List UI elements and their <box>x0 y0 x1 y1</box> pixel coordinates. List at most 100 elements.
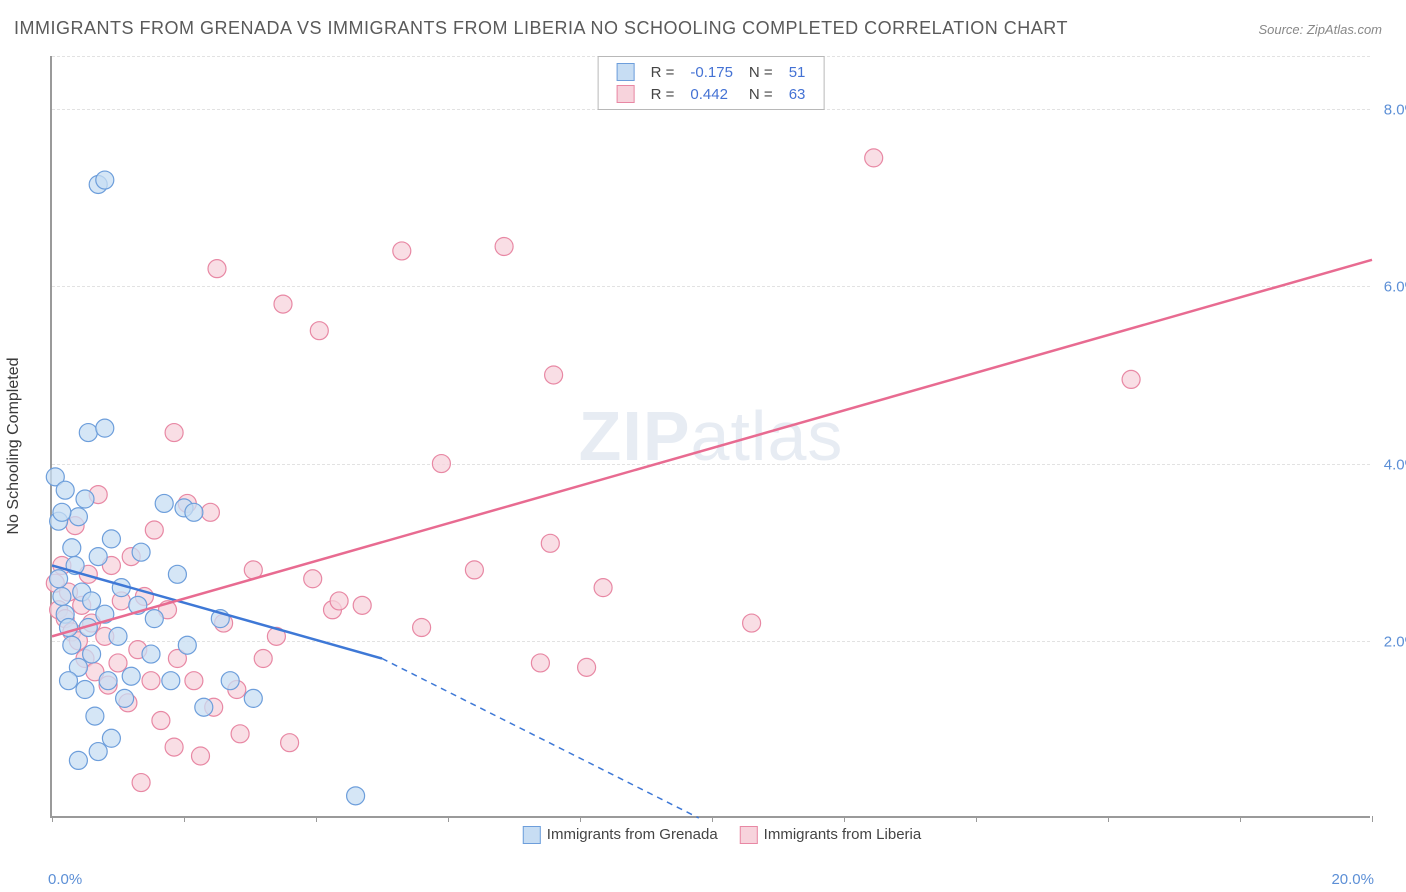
data-point <box>221 672 239 690</box>
data-point <box>145 610 163 628</box>
data-point <box>53 503 71 521</box>
data-point <box>274 295 292 313</box>
data-point <box>89 548 107 566</box>
data-point <box>310 322 328 340</box>
data-point <box>201 503 219 521</box>
data-point <box>60 672 78 690</box>
x-tick-label-min: 0.0% <box>48 871 82 888</box>
data-point <box>132 543 150 561</box>
data-point <box>393 242 411 260</box>
data-point <box>208 260 226 278</box>
data-point <box>347 787 365 805</box>
legend-n-label: N = <box>741 61 781 83</box>
data-point <box>254 650 272 668</box>
data-point <box>413 619 431 637</box>
legend-n-value: 51 <box>781 61 814 83</box>
chart-title: IMMIGRANTS FROM GRENADA VS IMMIGRANTS FR… <box>14 18 1068 39</box>
data-point <box>56 481 74 499</box>
data-point <box>132 774 150 792</box>
legend-series-label: Immigrants from Liberia <box>764 826 922 843</box>
data-point <box>1122 370 1140 388</box>
data-point <box>192 747 210 765</box>
data-point <box>79 424 97 442</box>
x-tick-mark <box>976 816 977 822</box>
x-tick-mark <box>1108 816 1109 822</box>
data-point <box>330 592 348 610</box>
y-tick-label: 6.0% <box>1384 279 1406 296</box>
data-point <box>145 521 163 539</box>
data-point <box>743 614 761 632</box>
data-point <box>168 565 186 583</box>
data-point <box>102 530 120 548</box>
data-point <box>83 592 101 610</box>
x-tick-mark <box>52 816 53 822</box>
data-point <box>178 636 196 654</box>
data-point <box>465 561 483 579</box>
legend-swatch <box>740 826 758 844</box>
data-point <box>86 707 104 725</box>
data-point <box>541 534 559 552</box>
data-point <box>231 725 249 743</box>
legend-r-label: R = <box>643 61 683 83</box>
x-tick-mark <box>1372 816 1373 822</box>
data-point <box>152 712 170 730</box>
data-point <box>185 503 203 521</box>
data-point <box>69 751 87 769</box>
trend-line <box>52 260 1372 637</box>
legend-series-label: Immigrants from Grenada <box>547 826 718 843</box>
legend-r-label: R = <box>643 83 683 105</box>
legend-row: R =0.442N =63 <box>609 83 814 105</box>
legend-n-label: N = <box>741 83 781 105</box>
source-attribution: Source: ZipAtlas.com <box>1258 22 1382 37</box>
data-point <box>116 689 134 707</box>
data-point <box>185 672 203 690</box>
data-point <box>76 490 94 508</box>
data-point <box>96 171 114 189</box>
y-tick-label: 8.0% <box>1384 102 1406 119</box>
y-tick-label: 2.0% <box>1384 633 1406 650</box>
data-point <box>142 672 160 690</box>
data-point <box>83 645 101 663</box>
data-point <box>865 149 883 167</box>
data-point <box>165 738 183 756</box>
series-legend: Immigrants from Grenada Immigrants from L… <box>501 826 921 844</box>
x-tick-mark <box>448 816 449 822</box>
data-point <box>109 627 127 645</box>
data-point <box>545 366 563 384</box>
data-point <box>122 667 140 685</box>
data-point <box>495 238 513 256</box>
legend-row: R =-0.175N =51 <box>609 61 814 83</box>
data-point <box>155 494 173 512</box>
data-point <box>109 654 127 672</box>
data-point <box>50 570 68 588</box>
x-tick-label-max: 20.0% <box>1331 871 1374 888</box>
legend-r-value: 0.442 <box>682 83 741 105</box>
plot-area: ZIPatlas 2.0%4.0%6.0%8.0% R =-0.175N =51… <box>50 56 1370 818</box>
data-point <box>89 743 107 761</box>
data-point <box>102 729 120 747</box>
legend-swatch <box>617 85 635 103</box>
data-point <box>578 658 596 676</box>
data-point <box>244 689 262 707</box>
x-tick-mark <box>580 816 581 822</box>
legend-r-value: -0.175 <box>682 61 741 83</box>
data-point <box>96 419 114 437</box>
data-point <box>432 455 450 473</box>
data-point <box>594 579 612 597</box>
data-point <box>69 508 87 526</box>
data-point <box>76 681 94 699</box>
data-point <box>99 672 117 690</box>
trend-line-extrapolated <box>382 659 699 818</box>
data-point <box>63 539 81 557</box>
data-point <box>304 570 322 588</box>
x-tick-mark <box>316 816 317 822</box>
data-point <box>281 734 299 752</box>
x-tick-mark <box>1240 816 1241 822</box>
y-axis-label: No Schooling Completed <box>5 358 23 535</box>
scatter-svg <box>52 56 1370 816</box>
data-point <box>53 587 71 605</box>
data-point <box>142 645 160 663</box>
correlation-legend: R =-0.175N =51R =0.442N =63 <box>598 56 825 110</box>
data-point <box>165 424 183 442</box>
data-point <box>63 636 81 654</box>
